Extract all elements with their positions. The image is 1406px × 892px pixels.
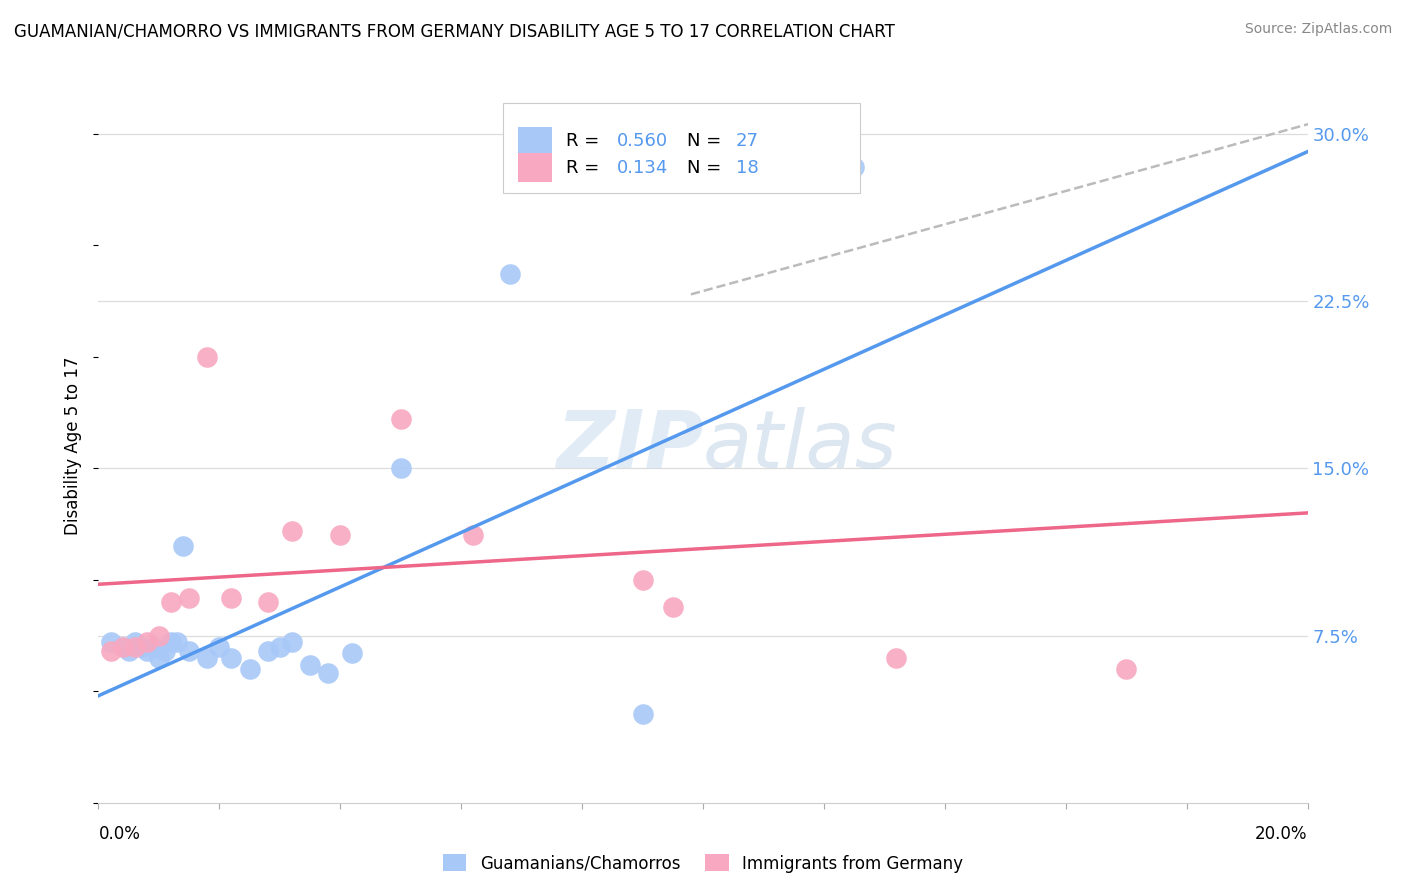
Point [316,666,339,681]
Point [135,635,157,649]
Text: atlas: atlas [703,407,898,485]
Text: 0.134: 0.134 [617,159,668,177]
Text: 0.560: 0.560 [617,132,668,150]
Point [208,640,231,654]
Point [179,644,201,658]
Point [148,651,170,665]
Point [463,528,485,542]
Point [195,651,218,665]
Point [148,628,170,642]
Point [129,640,152,654]
Point [100,635,122,649]
Point [389,461,412,475]
Point [498,268,520,282]
Point [886,651,908,665]
Text: N =: N = [688,159,727,177]
Point [281,524,304,538]
Point [631,573,654,587]
Point [662,599,685,614]
Point [299,657,322,672]
Text: N =: N = [688,132,727,150]
FancyBboxPatch shape [503,103,860,193]
Text: ZIP: ZIP [555,407,703,485]
Text: 20.0%: 20.0% [1256,825,1308,843]
Point [160,635,183,649]
Point [100,644,122,658]
Point [135,644,157,658]
Point [389,412,412,426]
Point [111,640,134,654]
Text: 27: 27 [735,132,759,150]
Point [269,640,291,654]
Point [160,595,183,609]
Point [281,635,304,649]
Point [172,539,194,553]
Point [221,591,243,605]
Point [256,595,278,609]
Y-axis label: Disability Age 5 to 17: Disability Age 5 to 17 [65,357,83,535]
FancyBboxPatch shape [517,127,553,155]
Point [631,706,654,721]
Point [111,640,134,654]
Point [142,640,165,654]
Point [179,591,201,605]
Point [195,350,218,364]
Point [124,635,146,649]
Text: R =: R = [567,132,606,150]
Point [118,644,141,658]
Text: GUAMANIAN/CHAMORRO VS IMMIGRANTS FROM GERMANY DISABILITY AGE 5 TO 17 CORRELATION: GUAMANIAN/CHAMORRO VS IMMIGRANTS FROM GE… [14,22,896,40]
Text: 0.0%: 0.0% [98,825,141,843]
Text: 18: 18 [735,159,758,177]
Legend: Guamanians/Chamorros, Immigrants from Germany: Guamanians/Chamorros, Immigrants from Ge… [436,847,970,880]
Point [342,646,364,660]
Point [844,161,866,175]
Point [329,528,352,542]
Text: R =: R = [567,159,606,177]
Point [124,640,146,654]
Point [256,644,278,658]
Point [153,644,176,658]
Point [1115,662,1137,676]
Text: Source: ZipAtlas.com: Source: ZipAtlas.com [1244,22,1392,37]
Point [221,651,243,665]
Point [239,662,262,676]
FancyBboxPatch shape [517,153,553,182]
Point [166,635,188,649]
